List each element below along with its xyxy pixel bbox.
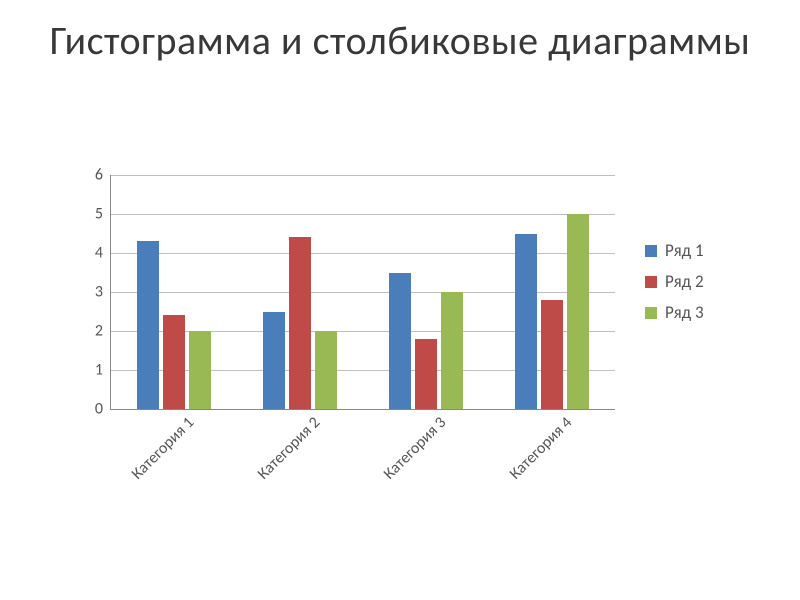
gridline: [111, 253, 615, 254]
bar: [189, 331, 211, 409]
gridline: [111, 175, 615, 176]
y-tick-label: 0: [95, 400, 111, 419]
bar: [389, 273, 411, 410]
legend-swatch: [645, 307, 657, 319]
bar: [315, 331, 337, 409]
y-tick-label: 5: [95, 205, 111, 224]
slide: Гистограмма и столбиковые диаграммы 0 1 2 3…: [0, 0, 800, 600]
legend-swatch: [645, 245, 657, 257]
x-tick-label: Категория 4: [501, 409, 576, 484]
legend: Ряд 1 Ряд 2 Ряд 3: [645, 240, 704, 333]
bar: [263, 312, 285, 410]
legend-item: Ряд 2: [645, 271, 704, 292]
x-tick-label: Категория 2: [249, 409, 324, 484]
y-tick-label: 4: [95, 244, 111, 263]
y-tick-label: 2: [95, 322, 111, 341]
x-tick-label: Категория 1: [123, 409, 198, 484]
gridline: [111, 292, 615, 293]
gridline: [111, 370, 615, 371]
bar: [441, 292, 463, 409]
bar: [415, 339, 437, 409]
bar: [163, 315, 185, 409]
bar: [567, 214, 589, 409]
legend-item: Ряд 3: [645, 302, 704, 323]
gridline: [111, 214, 615, 215]
y-tick-label: 6: [95, 166, 111, 185]
bar: [541, 300, 563, 409]
y-tick-label: 3: [95, 283, 111, 302]
legend-label: Ряд 2: [665, 271, 704, 292]
plot-area: 0123456Категория 1Категория 2Категория 3…: [110, 175, 615, 410]
x-tick-label: Категория 3: [375, 409, 450, 484]
bar: [289, 237, 311, 409]
legend-label: Ряд 3: [665, 302, 704, 323]
y-tick-label: 1: [95, 361, 111, 380]
legend-item: Ряд 1: [645, 240, 704, 261]
bar: [137, 241, 159, 409]
legend-label: Ряд 1: [665, 240, 704, 261]
page-title: Гистограмма и столбиковые диаграммы: [0, 0, 800, 64]
bar-chart: 0 1 2 3 4 5 6 Категория 1 Категория 2 Категория 3…: [55, 165, 755, 525]
legend-swatch: [645, 276, 657, 288]
gridline: [111, 331, 615, 332]
bar: [515, 234, 537, 410]
